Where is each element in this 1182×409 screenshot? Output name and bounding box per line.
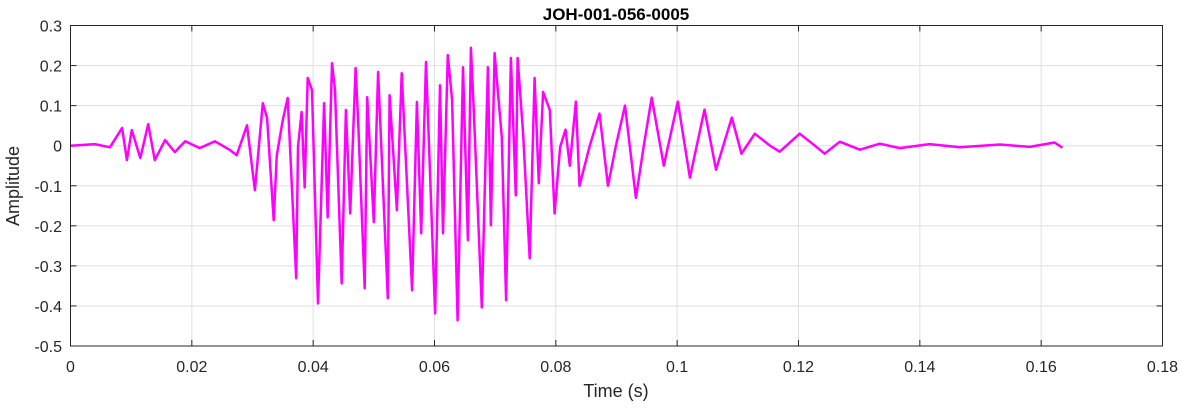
y-tick-label: -0.5 <box>34 339 62 356</box>
x-tick-label: 0.04 <box>298 359 329 376</box>
tick-labels: 0 0.02 0.04 0.06 0.08 0.1 0.12 0.14 0.16 0.18 0.3 0… <box>34 19 1178 377</box>
x-tick-label: 0.16 <box>1026 359 1057 376</box>
x-tick-label: 0.02 <box>176 359 207 376</box>
chart-title: JOH-001-056-0005 <box>543 5 689 24</box>
y-tick-label: 0.2 <box>40 59 62 76</box>
x-tick-label: 0.14 <box>904 359 935 376</box>
x-tick-label: 0.12 <box>783 359 814 376</box>
plot-area-border <box>70 25 1163 347</box>
x-tick-label: 0.06 <box>419 359 450 376</box>
x-tick-label: 0.18 <box>1147 359 1178 376</box>
y-axis-label: Amplitude <box>3 146 23 226</box>
y-tick-label: -0.4 <box>34 299 62 316</box>
series-line-waveform <box>70 46 1064 322</box>
grid-lines <box>70 25 1163 347</box>
y-tick-label: 0 <box>53 139 62 156</box>
y-tick-label: 0.1 <box>40 99 62 116</box>
y-tick-label: -0.1 <box>34 179 62 196</box>
series-layer <box>70 46 1064 322</box>
y-tick-label: -0.2 <box>34 219 62 236</box>
x-tick-label: 0 <box>66 359 75 376</box>
y-tick-label: -0.3 <box>34 259 62 276</box>
x-tick-label: 0.1 <box>666 359 688 376</box>
x-tick-label: 0.08 <box>540 359 571 376</box>
y-tick-label: 0.3 <box>40 19 62 36</box>
x-axis-label: Time (s) <box>583 381 648 401</box>
